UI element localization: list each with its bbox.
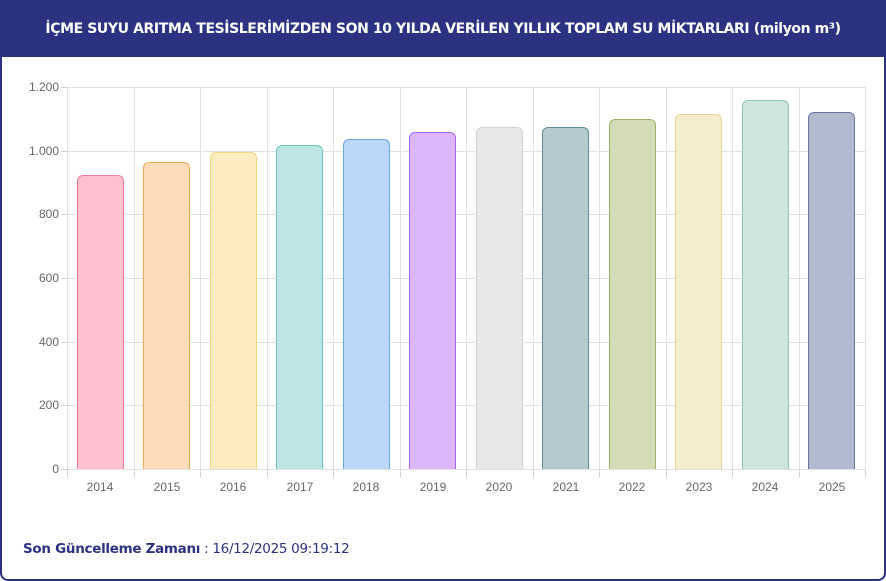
y-tick — [61, 469, 67, 470]
y-axis-label: 400 — [38, 335, 59, 349]
x-axis-label: 2018 — [352, 480, 380, 494]
y-axis-label: 600 — [38, 271, 59, 285]
chart-header: İÇME SUYU ARITMA TESİSLERİMİZDEN SON 10 … — [0, 0, 886, 57]
x-axis-label: 2022 — [618, 480, 646, 494]
x-gridline — [865, 87, 866, 469]
x-tick — [799, 469, 800, 477]
y-axis-label: 1.000 — [28, 144, 59, 158]
x-gridline — [666, 87, 667, 469]
x-gridline — [333, 87, 334, 469]
x-axis-label: 2014 — [86, 480, 114, 494]
x-tick — [865, 469, 866, 477]
x-tick — [666, 469, 667, 477]
x-tick — [732, 469, 733, 477]
y-tick — [61, 87, 67, 88]
last-updated-separator: : — [200, 541, 213, 557]
last-updated: Son Güncelleme Zamanı : 16/12/2025 09:19… — [23, 541, 350, 557]
x-gridline — [134, 87, 135, 469]
y-tick — [61, 405, 67, 406]
last-updated-label: Son Güncelleme Zamanı — [23, 541, 201, 557]
bar-2022 — [609, 119, 656, 469]
x-tick — [599, 469, 600, 477]
x-gridline — [466, 87, 467, 469]
x-tick — [333, 469, 334, 477]
y-tick — [61, 214, 67, 215]
bar-2017 — [276, 145, 323, 469]
bar-2016 — [210, 152, 257, 469]
x-tick — [400, 469, 401, 477]
x-axis-label: 2020 — [485, 480, 513, 494]
y-axis-label: 200 — [38, 398, 59, 412]
x-tick — [134, 469, 135, 477]
x-gridline — [599, 87, 600, 469]
x-gridline — [400, 87, 401, 469]
bar-2024 — [742, 100, 789, 469]
x-gridline — [799, 87, 800, 469]
bar-2014 — [77, 175, 124, 469]
x-tick — [67, 469, 68, 477]
y-tick — [61, 151, 67, 152]
x-gridline — [67, 87, 68, 469]
y-axis-label: 0 — [52, 462, 59, 476]
x-axis-label: 2017 — [286, 480, 314, 494]
x-tick — [267, 469, 268, 477]
bar-2023 — [675, 114, 722, 469]
y-axis-label: 800 — [38, 207, 59, 221]
chart-title: İÇME SUYU ARITMA TESİSLERİMİZDEN SON 10 … — [45, 20, 841, 37]
x-axis-label: 2016 — [219, 480, 247, 494]
last-updated-timestamp: 16/12/2025 09:19:12 — [212, 541, 350, 557]
x-gridline — [267, 87, 268, 469]
x-axis-label: 2023 — [685, 480, 713, 494]
x-tick — [466, 469, 467, 477]
x-axis-label: 2019 — [419, 480, 447, 494]
bar-2020 — [476, 127, 523, 469]
bar-2018 — [343, 139, 390, 469]
x-gridline — [533, 87, 534, 469]
x-gridline — [732, 87, 733, 469]
x-tick — [200, 469, 201, 477]
bar-2021 — [542, 127, 589, 469]
y-tick — [61, 278, 67, 279]
x-axis-label: 2025 — [818, 480, 846, 494]
bar-2025 — [808, 112, 855, 469]
x-axis-label: 2015 — [153, 480, 181, 494]
x-gridline — [200, 87, 201, 469]
x-axis-label: 2021 — [552, 480, 580, 494]
y-axis-label: 1.200 — [28, 80, 59, 94]
x-axis-label: 2024 — [751, 480, 779, 494]
bar-2019 — [409, 132, 456, 469]
x-tick — [533, 469, 534, 477]
y-tick — [61, 342, 67, 343]
bar-2015 — [143, 162, 190, 469]
